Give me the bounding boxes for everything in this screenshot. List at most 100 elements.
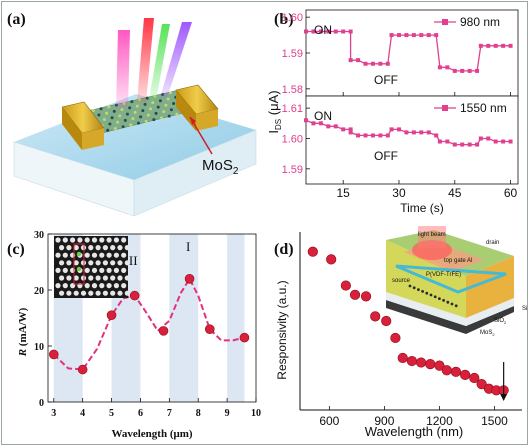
inset-lattice-spot [113,237,119,243]
device-inset: light beam drain top gate Al P(VDF-TrFE)… [386,226,527,337]
inset-lattice-spot [121,237,127,243]
panel-b-data-point [434,133,439,138]
lattice-atom [105,111,109,115]
inset-lattice-spot [88,245,94,251]
panel-c-xtick-label: 8 [196,408,201,419]
panel-c-inset-image [54,236,130,298]
panel-c-data-point [204,324,215,334]
lattice-atom [91,108,95,112]
panel-b-data-point [460,142,465,147]
inset-lattice-spot [62,252,68,258]
inset-lattice-spot [77,237,83,243]
panel-b-data-point [419,33,424,38]
inset-sio2-label: SiO2 [494,318,507,325]
panel-b-data-point [501,43,506,48]
panel-b-data-point [452,142,457,147]
panel-c-data-point [77,364,88,375]
panel-b-data-point [363,61,368,66]
panel-b-data-point [445,139,450,144]
panel-d-data-point [406,355,418,367]
panel-c-data-point [48,349,59,360]
panel-b-on-label: ON [314,23,332,37]
panel-b-data-point [333,124,338,129]
panel-d-data-point [441,365,452,376]
panel-d-label: (d) [274,241,294,258]
panel-b-ytick-label: 1.58 [282,84,303,96]
inset-lattice-spot [59,290,65,296]
panel-b-data-point [370,61,375,66]
panel-c-data-point [106,310,117,320]
panel-c-data-point [158,326,169,336]
panel-a: (a) MoS2 [7,11,257,217]
panel-b-data-point [501,139,506,144]
lattice-atom [143,102,147,106]
panel-c-data-point [239,332,250,343]
panel-b-data-point [385,61,390,66]
right-electrode-side [196,109,218,131]
lattice-atom [164,103,168,107]
panel-b-legend-marker [442,19,448,25]
panel-b-data-point [396,127,401,132]
panel-d-data-point [390,332,401,344]
lattice-atom [123,118,127,122]
inset-lattice-spot [73,245,79,251]
panel-c-xtick-label: 5 [109,408,114,419]
inset-lattice-spot [110,245,116,251]
panel-c-xtick-label: 7 [167,408,172,419]
lattice-atom [160,116,164,120]
panel-b-xtick-label: 15 [337,186,351,200]
inset-gate-label: top gate Al [444,258,472,264]
inset-lattice-spot [99,237,105,243]
inset-mos2-atom [438,297,441,300]
inset-lattice-spot [84,267,90,273]
inset-lattice-spot [99,252,105,258]
inset-lattice-spot [55,267,61,273]
panel-d-data-point [381,315,392,327]
lattice-atom [131,117,135,121]
substrate-side [133,129,257,217]
lattice-atom [97,113,101,117]
panel-d-xtick-label: 600 [319,414,339,428]
panel-d-xtick-label: 1200 [426,414,453,428]
panel-c-ytick-label: 30 [34,230,44,241]
lattice-atom [145,96,149,100]
lattice-atom [121,125,125,129]
inset-lattice-spot [66,260,72,266]
inset-mos2-atom [421,290,424,293]
panel-b-legend-label: 1550 nm [460,101,507,115]
panel-b-data-point [411,130,416,135]
panel-d-data-point [469,372,480,384]
lattice-atom [172,102,176,106]
panel-b-data-point [333,29,338,34]
inset-mos2-label: MoS2 [480,330,495,337]
panel-b-data-point [493,43,498,48]
panel-b-data-point [348,58,353,63]
inset-lattice-spot [124,245,130,251]
inset-lattice-spot [55,237,61,243]
inset-mos2-atom [454,304,458,308]
beam-red [137,18,154,102]
panel-b-legend-marker [442,105,448,111]
panel-b-data-point [363,133,368,138]
inset-highlight-box [73,243,85,285]
panel-b-data-point [385,133,390,138]
panel-d-data-point [460,369,471,380]
panel-d-data-point [307,246,318,257]
inset-sio2 [386,292,514,326]
inset-lattice-spot [121,283,127,289]
inset-lattice-spot [106,252,112,258]
panel-c-peak-label: I [186,239,190,254]
inset-lattice-spot [55,252,61,258]
lattice-atom [169,108,173,112]
inset-lattice-spot [124,275,130,281]
inset-green-atom [76,251,82,257]
panel-b-data-point [318,121,323,126]
panel-b-data-point [318,29,323,34]
panel-b-data-point [404,33,409,38]
lattice-atom [110,116,114,120]
panel-d-data-point [476,379,487,390]
inset-lattice-spot [117,260,123,266]
panel-c-ylabel: R (mA/W) [17,307,29,357]
inset-lattice-spot [110,260,116,266]
lattice-atom [128,106,132,110]
